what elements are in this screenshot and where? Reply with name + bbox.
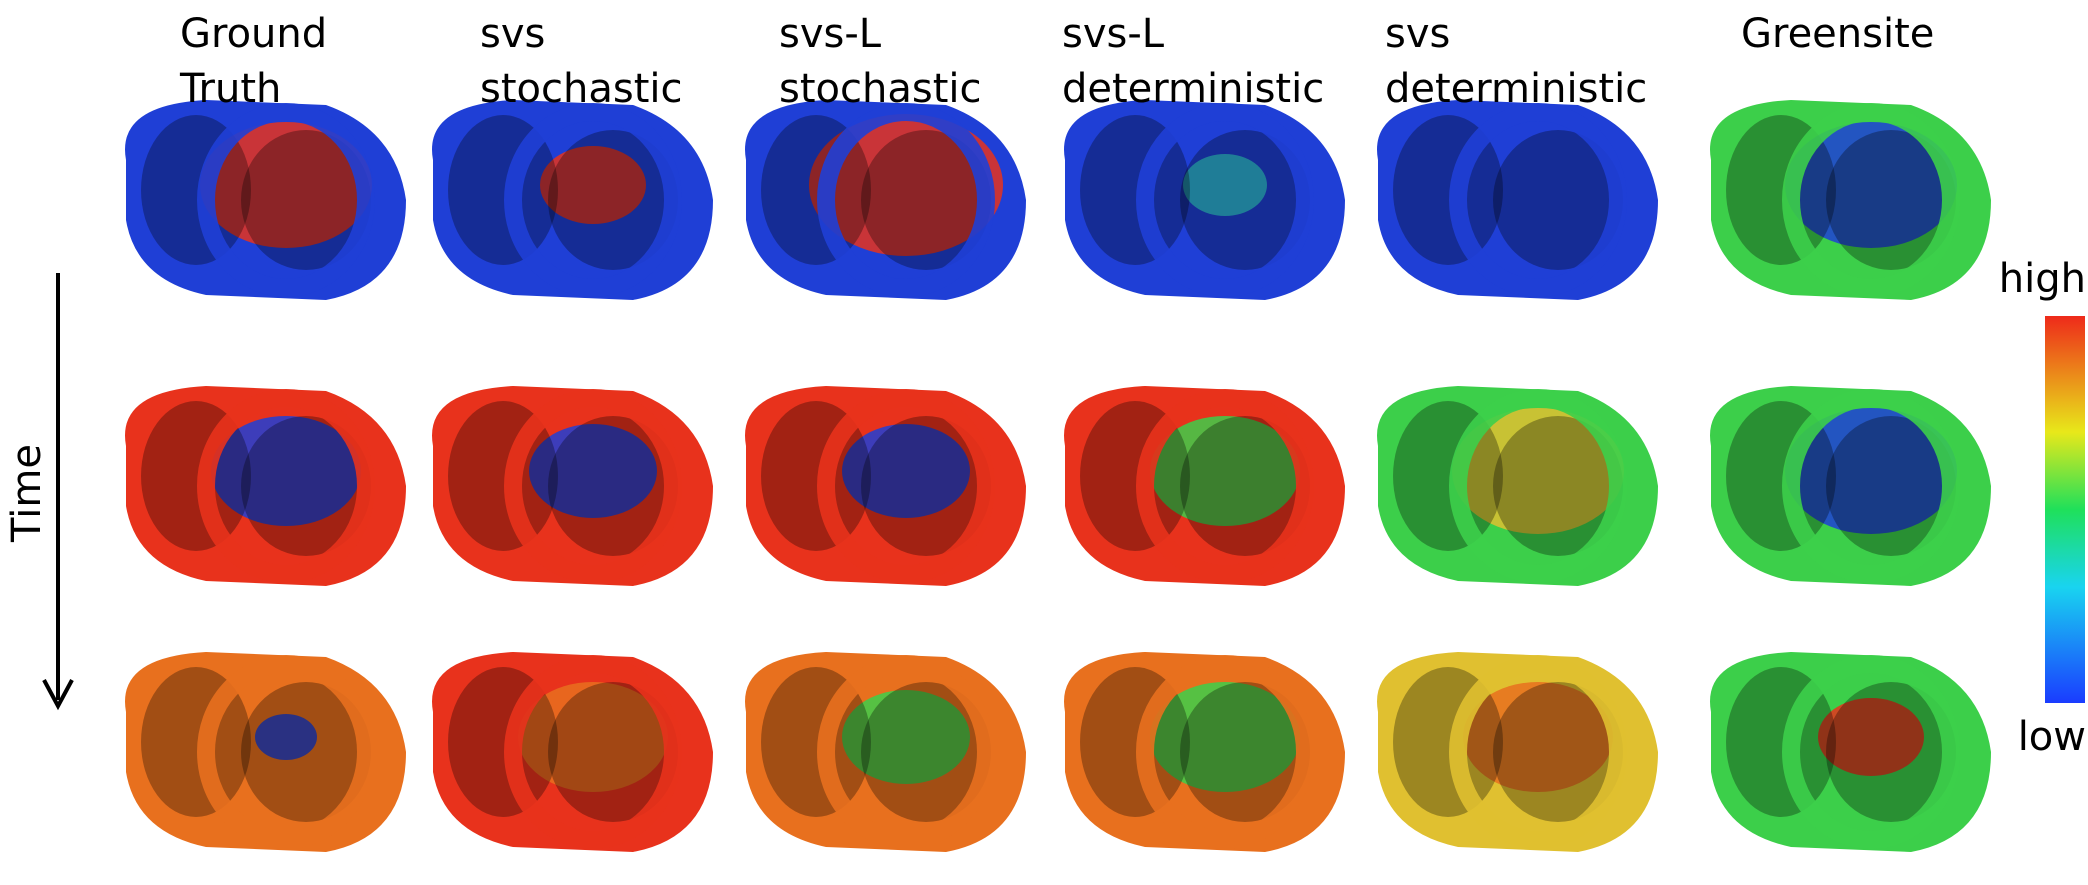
- heart-activation: [1150, 682, 1300, 792]
- right-cavity: [1180, 682, 1310, 822]
- column-title: svs-L: [779, 11, 882, 57]
- right-cavity: [1826, 130, 1956, 270]
- heart-activation: [1785, 122, 1957, 248]
- time-arrowhead: [42, 679, 74, 711]
- right-cavity: [241, 130, 371, 270]
- heart: [125, 386, 406, 586]
- heart: [1064, 652, 1345, 852]
- right-cavity: [548, 130, 678, 270]
- right-cavity: [241, 682, 371, 822]
- heart: [1710, 386, 1991, 586]
- right-cavity: [548, 682, 678, 822]
- septum-ring: [1449, 389, 1627, 583]
- right-cavity: [1493, 682, 1623, 822]
- right-cavity: [861, 416, 991, 556]
- heart: [432, 652, 713, 852]
- septum-ring: [197, 389, 375, 583]
- heart-activation: [1183, 154, 1267, 216]
- heart: [125, 100, 406, 300]
- heart: [1710, 100, 1991, 300]
- heart: [1710, 652, 1991, 852]
- heart-grid: [125, 100, 1991, 852]
- right-cavity: [1826, 682, 1956, 822]
- right-cavity: [861, 130, 991, 270]
- heart-activation: [529, 424, 657, 518]
- time-label: Time: [4, 444, 50, 543]
- column-title: svs-L: [1062, 11, 1165, 57]
- heart-outline: [1377, 100, 1658, 300]
- heart-activation: [255, 714, 317, 760]
- column-title: deterministic: [1385, 66, 1647, 112]
- right-cavity: [1180, 130, 1310, 270]
- heart: [745, 652, 1026, 852]
- septum-ring: [1136, 389, 1314, 583]
- heart: [125, 652, 406, 852]
- colorbar-high: high: [1999, 256, 2086, 302]
- right-cavity: [1493, 130, 1623, 270]
- septum-ring: [1782, 655, 1960, 849]
- heart: [1377, 386, 1658, 586]
- heart-activation: [1452, 408, 1624, 534]
- colorbar-low: low: [2018, 714, 2086, 760]
- colorbar: [2045, 316, 2085, 703]
- column-title: Ground: [180, 11, 327, 57]
- heart: [1377, 100, 1658, 300]
- column-title: Greensite: [1741, 11, 1934, 57]
- heart-activation: [842, 690, 970, 784]
- right-cavity: [548, 416, 678, 556]
- column-title: Truth: [179, 66, 281, 112]
- column-title: deterministic: [1062, 66, 1324, 112]
- heart: [1064, 386, 1345, 586]
- septum-ring: [504, 389, 682, 583]
- septum-ring: [197, 103, 375, 297]
- septum-ring: [1136, 103, 1314, 297]
- heart: [1064, 100, 1345, 300]
- septum-ring: [1449, 655, 1627, 849]
- heart: [745, 386, 1026, 586]
- heart-activation: [540, 146, 646, 224]
- septum-ring: [1136, 655, 1314, 849]
- heart: [432, 386, 713, 586]
- heart-activation: [211, 416, 361, 526]
- septum-ring: [504, 655, 682, 849]
- heart: [745, 100, 1026, 300]
- heart: [432, 100, 713, 300]
- heart-activation: [809, 114, 1003, 256]
- heart-activation: [1818, 698, 1924, 776]
- septum-ring: [817, 103, 995, 297]
- septum-ring: [1449, 103, 1627, 297]
- heart-activation: [1150, 416, 1300, 526]
- column-title: svs: [480, 11, 545, 57]
- right-cavity: [241, 416, 371, 556]
- right-cavity: [1493, 416, 1623, 556]
- septum-ring: [817, 655, 995, 849]
- heart-activation: [1785, 408, 1957, 534]
- septum-ring: [1782, 103, 1960, 297]
- heart-activation: [518, 682, 668, 792]
- septum-ring: [1782, 389, 1960, 583]
- right-cavity: [861, 682, 991, 822]
- column-title: svs: [1385, 11, 1450, 57]
- heart-activation: [842, 424, 970, 518]
- heart-activation: [1463, 682, 1613, 792]
- right-cavity: [1826, 416, 1956, 556]
- right-cavity: [1180, 416, 1310, 556]
- heart-activation: [200, 122, 372, 248]
- septum-ring: [504, 103, 682, 297]
- column-title: stochastic: [480, 66, 682, 112]
- septum-ring: [197, 655, 375, 849]
- column-title: stochastic: [779, 66, 981, 112]
- septum-ring: [817, 389, 995, 583]
- heart: [1377, 652, 1658, 852]
